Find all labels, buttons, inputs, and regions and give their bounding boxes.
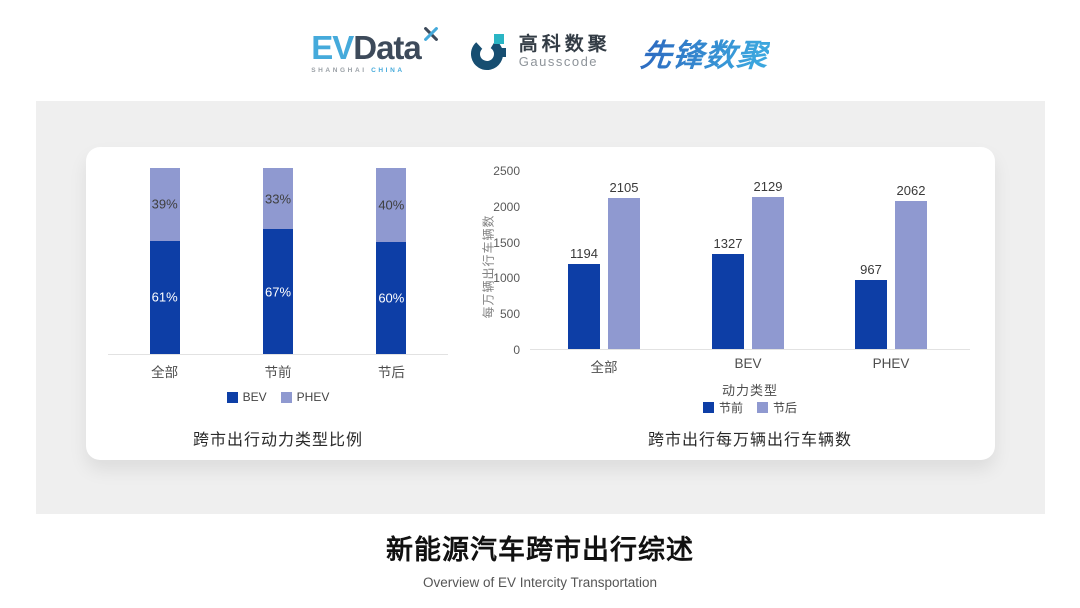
xianfeng-logo: 先锋数聚 [638,30,771,75]
bar-节前-全部 [568,263,600,349]
bar-value-label: 1194 [570,245,598,261]
bar-value-label: 2105 [609,180,639,196]
stacked-chart-title: 跨市出行动力类型比例 [192,432,363,449]
ytick-2500: 2500 [493,164,520,178]
bar-value-label: 2062 [896,183,926,199]
category-label: PHEV [872,356,910,371]
bar-value-label: 1327 [713,235,743,251]
charts-card: 61% 39% 67% 33% 60% 40% 全部 节前 节后 BEV PHEV 跨市出行动力… [36,101,1045,514]
header-logos: EV Data SHANGHAI CHINA 高科数聚 Gausscode [0,20,1080,84]
ytick-500: 500 [499,307,520,322]
legend-label-节后: 节后 [773,401,798,415]
bar-PHEV-节前: 33% [263,168,293,230]
grouped-chart-legend: 节前 节后 [530,399,970,416]
legend-item-节后: 节后 [757,399,797,416]
ytick-1000: 1000 [493,271,520,286]
bar-节前-BEV [712,254,744,349]
grouped-chart-plot: 1194 2105 1327 2129 967 2062 [530,171,970,350]
evdata-logo: EV Data SHANGHAI CHINA [311,26,440,74]
gausscode-name-cn: 高科数聚 [518,33,611,55]
legend-item-节前: 节前 [702,399,743,416]
gausscode-name-en: Gausscode [518,54,599,70]
bar-value-label: 39% [151,196,178,212]
bar-value-label: 61% [151,289,178,305]
page-subtitle: Overview of EV Intercity Transportation [422,575,658,590]
stacked-chart-plot: 61% 39% 67% 33% 60% 40% [108,168,448,355]
bar-节后-BEV [752,196,784,349]
bar-BEV-全部: 61% [149,240,180,354]
category-label: 节前 [264,365,292,380]
category-label: 全部 [590,360,618,375]
bar-value-label: 40% [378,197,405,213]
evdata-logo-data: Data [353,28,422,66]
grouped-chart-xlabel: 动力类型 [721,383,778,398]
legend-swatch-BEV [226,391,238,403]
ytick-2000: 2000 [493,199,520,214]
gausscode-logo: 高科数聚 Gausscode [470,31,611,73]
grouped-bar-chart: 每万辆出行车辆数 0 500 1000 1500 2000 2500 1194 2105 13… [466,147,995,460]
bar-节后-PHEV [895,201,927,349]
legend-label-PHEV: PHEV [296,390,330,404]
legend-item-BEV: BEV [226,390,267,404]
bar-节前-PHEV [855,279,887,349]
charts-panel: 61% 39% 67% 33% 60% 40% 全部 节前 节后 BEV PHEV 跨市出行动力… [86,147,995,460]
evdata-x-mark-icon [423,26,438,41]
evdata-tagline: SHANGHAI CHINA [311,66,405,74]
category-label: 节后 [377,365,405,380]
bar-value-label: 60% [378,290,405,306]
ytick-0: 0 [513,343,520,357]
bar-节后-全部 [608,198,640,349]
category-label: 全部 [151,365,179,380]
bar-value-label: 2129 [753,178,783,194]
category-label: BEV [734,356,762,371]
bar-value-label: 967 [860,261,882,277]
legend-swatch-PHEV [280,391,292,403]
stacked-chart-legend: BEV PHEV [108,390,448,404]
evdata-logo-ev: EV [311,28,354,66]
legend-label-BEV: BEV [242,390,267,404]
bar-BEV-节前: 67% [263,229,293,354]
page-title: 新能源汽车跨市出行综述 [386,535,694,565]
grouped-chart-title: 跨市出行每万辆出行车辆数 [647,432,852,449]
bar-BEV-节后: 60% [376,242,407,354]
gausscode-icon [470,34,506,70]
legend-label-节前: 节前 [718,401,743,415]
bar-PHEV-全部: 39% [149,168,180,241]
legend-swatch-节后 [757,402,768,413]
stacked-bar-chart: 61% 39% 67% 33% 60% 40% 全部 节前 节后 BEV PHEV 跨市出行动力… [86,147,506,460]
legend-swatch-节前 [702,402,714,413]
bar-value-label: 67% [264,284,292,300]
bar-value-label: 33% [264,191,292,207]
footer: 新能源汽车跨市出行综述 Overview of EV Intercity Tra… [0,528,1080,590]
bar-PHEV-节后: 40% [376,168,407,243]
ytick-1500: 1500 [493,235,520,250]
legend-item-PHEV: PHEV [280,390,330,404]
